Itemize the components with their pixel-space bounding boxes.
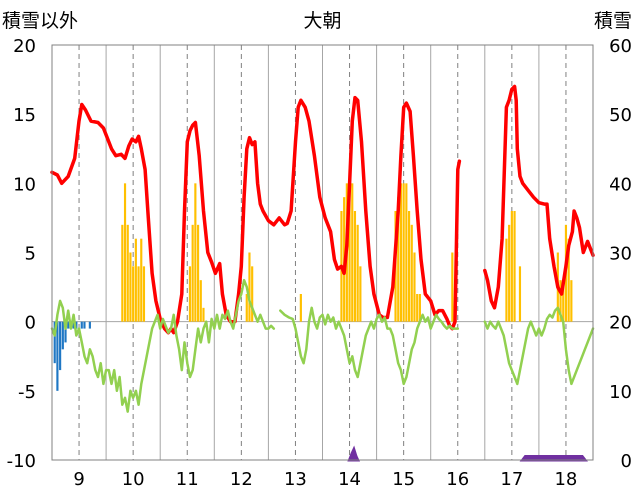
bar <box>80 321 83 329</box>
right-tick-label: 10 <box>609 382 632 403</box>
bar <box>359 266 362 322</box>
bar <box>518 266 522 322</box>
bar <box>570 280 573 322</box>
left-tick-label: 5 <box>25 244 36 265</box>
bar <box>121 224 124 322</box>
right-tick-label: 50 <box>609 105 632 126</box>
bar <box>83 321 86 329</box>
right-tick-label: 60 <box>609 36 632 57</box>
x-tick-label: 12 <box>230 469 253 490</box>
snow-area <box>347 445 588 462</box>
right-tick-label: 20 <box>609 313 632 334</box>
bar <box>356 224 359 322</box>
bar <box>129 252 132 322</box>
bars <box>53 169 573 391</box>
x-tick-label: 17 <box>500 469 523 490</box>
bar <box>505 238 508 322</box>
bar <box>75 321 78 329</box>
x-tick-label: 18 <box>554 469 577 490</box>
bar <box>416 294 419 322</box>
bar <box>72 321 75 329</box>
bar <box>202 307 205 322</box>
bar <box>142 266 146 322</box>
bar <box>407 211 411 322</box>
bar <box>126 224 129 322</box>
red-series-line <box>50 84 595 335</box>
left-tick-label: -5 <box>18 382 36 403</box>
bar <box>559 280 562 322</box>
bar <box>413 252 416 322</box>
bar <box>348 169 351 322</box>
bar <box>405 183 408 322</box>
bar <box>353 211 357 322</box>
x-tick-label: 11 <box>176 469 199 490</box>
bar <box>137 266 140 322</box>
bar <box>251 266 254 322</box>
left-tick-label: 15 <box>13 105 36 126</box>
bar <box>410 224 413 322</box>
right-tick-label: 0 <box>621 451 632 472</box>
left-tick-labels: 20 15 10 5 0 -5 -10 <box>7 36 36 472</box>
snow-area-segment <box>347 445 361 462</box>
bar <box>88 321 91 329</box>
bar <box>562 280 565 322</box>
bar <box>61 321 64 350</box>
bar <box>402 183 405 322</box>
bar <box>67 321 70 329</box>
left-tick-label: 0 <box>25 313 36 334</box>
lines <box>50 84 595 413</box>
right-tick-label: 30 <box>609 244 632 265</box>
bar <box>508 224 511 322</box>
left-tick-label: 20 <box>13 36 36 57</box>
x-tick-label: 10 <box>122 469 145 490</box>
bar <box>188 266 192 322</box>
bar <box>418 294 421 322</box>
bar <box>351 183 354 322</box>
green-series-line <box>50 278 595 413</box>
bar <box>397 197 400 322</box>
x-tick-label: 16 <box>446 469 469 490</box>
bar <box>196 224 200 322</box>
x-tick-label: 9 <box>73 469 84 490</box>
bar <box>59 321 62 371</box>
snow-area-segment <box>519 455 588 462</box>
bar <box>132 266 135 322</box>
bar <box>248 252 251 322</box>
bar <box>399 183 403 322</box>
plot-frame <box>51 44 594 461</box>
bar <box>140 238 143 322</box>
x-tick-label: 13 <box>284 469 307 490</box>
right-tick-label: 40 <box>609 174 632 195</box>
x-tick-labels: 9 10 11 12 13 14 15 16 17 18 <box>73 469 577 490</box>
x-tick-label: 15 <box>392 469 415 490</box>
bar <box>451 252 454 322</box>
right-tick-labels: 60 50 40 30 20 10 0 <box>609 36 632 472</box>
bar <box>510 211 513 322</box>
chart-title: 大朝 <box>303 10 341 32</box>
bar <box>245 294 248 322</box>
bar <box>194 183 197 322</box>
bar <box>56 321 59 391</box>
bar <box>134 238 137 322</box>
bar <box>299 294 302 322</box>
bar <box>199 280 202 322</box>
bar <box>64 321 67 343</box>
bar <box>513 211 516 322</box>
x-tick-label: 14 <box>338 469 361 490</box>
bar <box>53 321 56 364</box>
bar <box>191 224 194 322</box>
bar <box>567 238 570 322</box>
right-axis-label: 積雪 <box>594 10 632 32</box>
left-axis-label: 積雪以外 <box>2 10 78 32</box>
left-tick-label: 10 <box>13 174 36 195</box>
left-tick-label: -10 <box>7 451 36 472</box>
bar <box>123 183 127 322</box>
